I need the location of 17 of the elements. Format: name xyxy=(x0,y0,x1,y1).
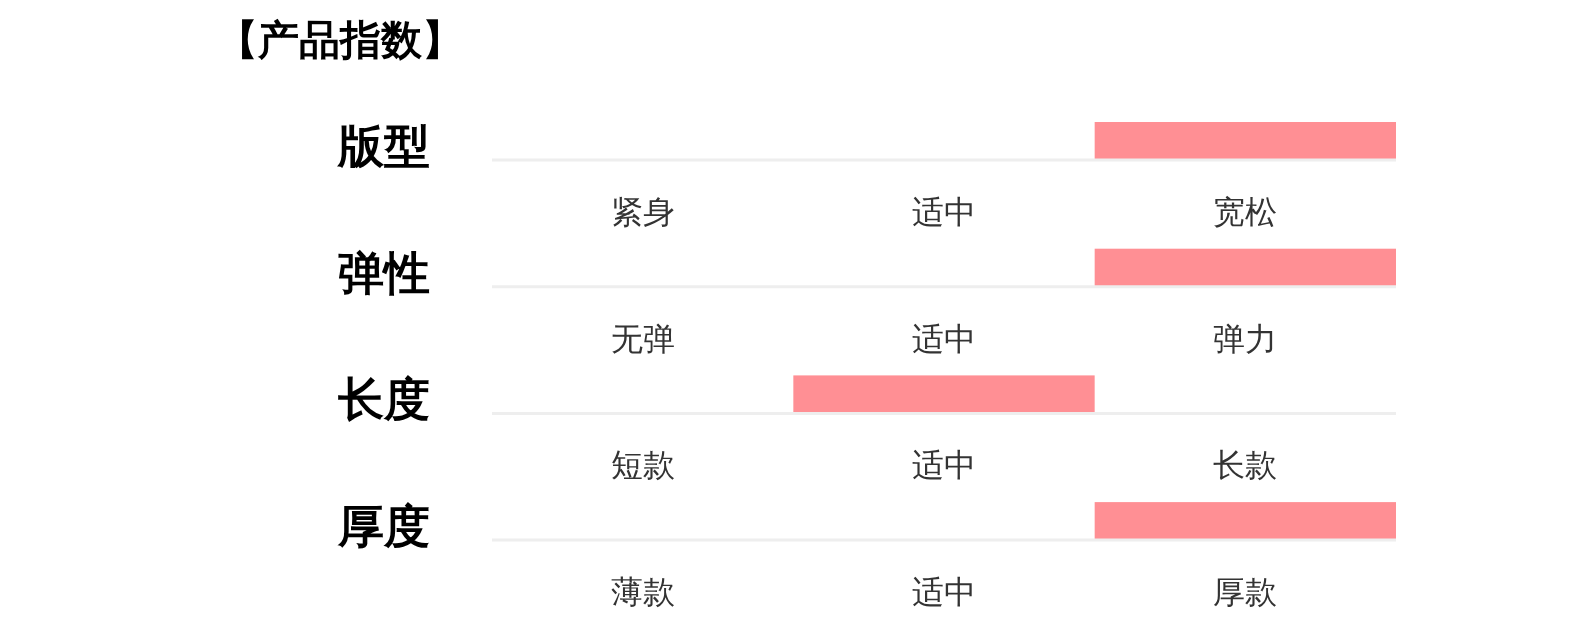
x-tick-label: 适中 xyxy=(912,319,976,358)
x-tick-label: 厚款 xyxy=(1213,573,1278,612)
y-axis-title: 长度 xyxy=(338,372,430,427)
x-tick-label: 适中 xyxy=(912,193,976,231)
x-tick-label: 适中 xyxy=(912,573,976,612)
x-tick-label: 薄款 xyxy=(610,573,675,612)
x-tick-label: 弹力 xyxy=(1213,319,1278,358)
x-tick-label: 短款 xyxy=(610,446,675,485)
x-tick-label: 适中 xyxy=(912,446,976,485)
x-tick-label: 宽松 xyxy=(1213,193,1278,231)
x-tick-label: 长款 xyxy=(1213,446,1278,485)
x-tick-label: 紧身 xyxy=(610,193,675,231)
y-axis-title: 弹性 xyxy=(338,245,430,300)
y-axis-title: 版型 xyxy=(336,119,430,173)
y-axis-title: 厚度 xyxy=(337,499,430,554)
chart-title: 【产品指数】 xyxy=(217,16,463,64)
x-tick-label: 无弹 xyxy=(610,319,675,358)
